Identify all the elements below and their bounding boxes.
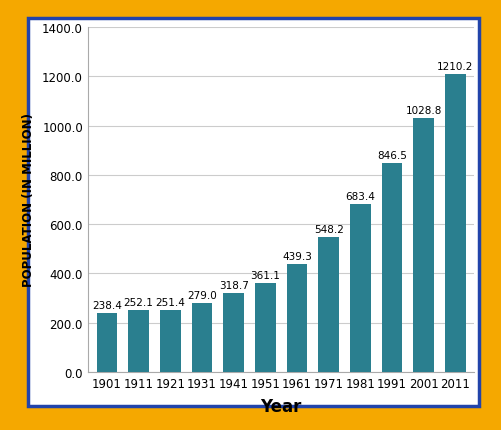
X-axis label: Year: Year (260, 397, 301, 415)
Bar (318, 237, 338, 372)
Text: 361.1: 361.1 (250, 270, 280, 280)
Bar (191, 304, 212, 372)
Y-axis label: POPULATION (IN MILLION): POPULATION (IN MILLION) (22, 113, 35, 287)
Text: 439.3: 439.3 (282, 251, 311, 261)
Text: 1210.2: 1210.2 (436, 61, 472, 72)
Bar (96, 313, 117, 372)
Bar (223, 294, 243, 372)
Text: 548.2: 548.2 (313, 224, 343, 234)
Text: 1028.8: 1028.8 (405, 106, 441, 116)
Text: 279.0: 279.0 (187, 291, 216, 301)
Bar (444, 74, 465, 372)
Text: 318.7: 318.7 (218, 281, 248, 291)
Bar (128, 310, 148, 372)
Bar (160, 310, 180, 372)
Text: 846.5: 846.5 (376, 151, 406, 161)
Text: 251.4: 251.4 (155, 297, 185, 307)
Text: 252.1: 252.1 (123, 297, 153, 307)
Text: 238.4: 238.4 (92, 301, 122, 310)
Bar (286, 264, 307, 372)
Bar (413, 119, 433, 372)
Bar (255, 283, 275, 372)
Text: 683.4: 683.4 (345, 191, 375, 201)
Bar (381, 164, 401, 372)
Bar (349, 204, 370, 372)
